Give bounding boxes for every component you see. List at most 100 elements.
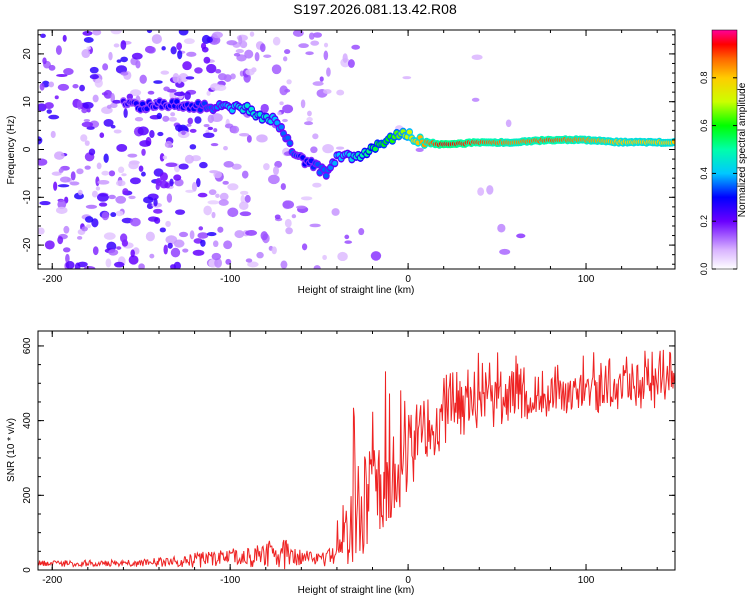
- noise-blob: [183, 38, 195, 45]
- noise-blob: [230, 125, 240, 134]
- noise-blob: [92, 246, 99, 256]
- noise-blob: [101, 211, 110, 221]
- noise-blob: [81, 49, 91, 59]
- noise-blob: [370, 251, 382, 261]
- noise-blob: [260, 231, 268, 241]
- noise-blob: [62, 247, 71, 253]
- noise-blob: [207, 114, 215, 124]
- noise-blob: [110, 102, 118, 109]
- noise-blob: [310, 40, 320, 46]
- colorbar-tick-label: 0.6: [699, 119, 709, 132]
- noise-blob: [322, 254, 327, 261]
- noise-blob: [223, 240, 233, 250]
- noise-blob: [146, 30, 153, 34]
- noise-blob: [151, 34, 162, 44]
- noise-blob: [96, 162, 102, 170]
- noise-blob: [213, 128, 218, 133]
- noise-blob: [312, 81, 324, 86]
- noise-blob: [84, 165, 91, 170]
- noise-blob: [306, 117, 313, 122]
- noise-blob: [286, 79, 292, 85]
- noise-blob: [113, 261, 125, 268]
- noise-blob: [256, 251, 264, 259]
- noise-blob: [92, 94, 99, 103]
- noise-blob: [44, 102, 54, 109]
- noise-blob: [322, 143, 334, 154]
- noise-blob: [86, 224, 92, 229]
- bottom-plot-frame: [37, 330, 676, 571]
- noise-blob: [203, 56, 211, 64]
- noise-blob: [165, 220, 171, 228]
- noise-blob: [128, 195, 136, 200]
- noise-blob: [282, 200, 295, 209]
- noise-blob: [402, 76, 412, 80]
- noise-blob: [77, 261, 88, 268]
- noise-blob: [239, 211, 252, 217]
- bottom-x-axis: -200 -100 0 100: [42, 331, 658, 586]
- top-plot-frame: [37, 29, 676, 270]
- noise-blob: [86, 46, 92, 50]
- noise-blob: [238, 201, 249, 211]
- noise-blob: [83, 118, 91, 123]
- noise-blob: [189, 128, 197, 133]
- noise-blob: [344, 234, 350, 240]
- y-tick-label: -10: [22, 190, 33, 205]
- noise-blob: [186, 51, 197, 57]
- ridge-point: [323, 173, 329, 179]
- noise-blob: [95, 176, 100, 187]
- noise-blob: [169, 178, 174, 187]
- noise-blob: [206, 232, 217, 237]
- noise-blob: [244, 194, 251, 203]
- noise-blob: [108, 51, 113, 61]
- y-tick-label: 10: [22, 96, 33, 108]
- noise-blob: [207, 200, 219, 205]
- noise-blob: [143, 196, 154, 204]
- noise-blob: [39, 83, 45, 91]
- noise-blob: [199, 161, 208, 169]
- noise-blob: [113, 129, 122, 134]
- noise-blob: [185, 76, 195, 80]
- noise-blob: [102, 63, 109, 71]
- noise-blob: [137, 126, 149, 136]
- bottom-y-axis: 0 200 400 600: [22, 337, 675, 573]
- noise-blob: [84, 140, 90, 146]
- noise-blob: [271, 246, 277, 255]
- noise-blob: [203, 123, 210, 128]
- noise-blob: [120, 71, 129, 76]
- noise-blob: [112, 99, 122, 104]
- noise-blob: [211, 211, 216, 219]
- x-tick-label: 100: [578, 575, 595, 586]
- noise-blob: [81, 226, 88, 232]
- noise-blob: [292, 30, 304, 37]
- noise-blob: [98, 202, 108, 207]
- colorbar-tick-label: 0.0: [699, 263, 709, 276]
- bottom-y-axis-label: SNR (10 * v/v): [6, 418, 17, 482]
- noise-blob: [54, 95, 59, 100]
- noise-blob: [176, 42, 183, 51]
- noise-blob: [156, 112, 163, 120]
- noise-blob: [187, 117, 194, 125]
- noise-blob: [94, 78, 103, 88]
- noise-blob: [116, 143, 128, 152]
- noise-blob: [486, 185, 494, 195]
- noise-blob: [70, 171, 76, 181]
- noise-blob: [310, 146, 318, 154]
- noise-blob: [415, 147, 424, 152]
- noise-blob: [103, 119, 114, 127]
- noise-blob: [79, 84, 85, 92]
- noise-blob: [173, 239, 185, 248]
- y-tick-label: 0: [22, 146, 33, 152]
- noise-blob: [120, 233, 128, 243]
- noise-blob: [177, 49, 183, 60]
- noise-blob: [116, 246, 122, 250]
- noise-blob: [185, 189, 195, 193]
- top-y-axis: -20 -10 0 10 20: [22, 34, 675, 265]
- noise-blob: [166, 193, 173, 203]
- noise-blob: [240, 190, 249, 195]
- noise-blob: [279, 85, 288, 96]
- noise-blob: [323, 42, 329, 48]
- x-tick-label: -100: [220, 575, 240, 586]
- noise-blob: [56, 73, 68, 77]
- noise-blob: [194, 116, 202, 124]
